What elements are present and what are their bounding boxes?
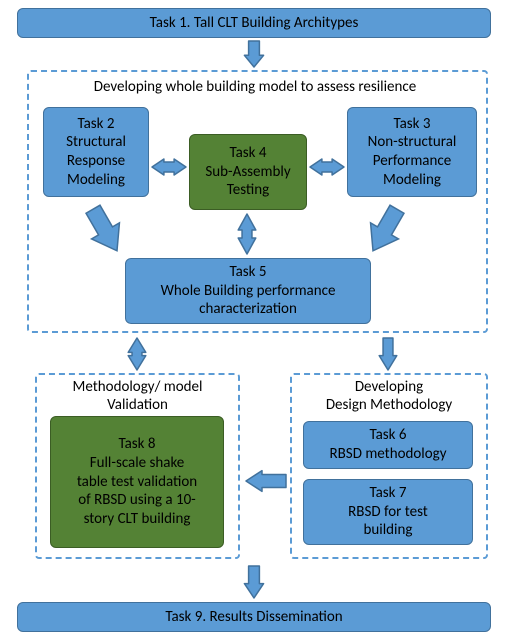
task7-box: Task 7 RBSD for test building (303, 479, 473, 545)
arrow-icon (242, 566, 266, 598)
task4-box: Task 4 Sub-Assembly Testing (189, 134, 307, 210)
arrow-icon (126, 338, 148, 370)
task9-box: Task 9. Results Dissemination (17, 602, 491, 632)
task8-label: Task 8 Full-scale shake table test valid… (77, 435, 197, 529)
arrow-icon (152, 157, 186, 177)
task3-label: Task 3 Non-structural Performance Modeli… (368, 115, 457, 190)
task6-label: Task 6 RBSD methodology (330, 426, 447, 464)
task7-label: Task 7 RBSD for test building (348, 484, 428, 540)
task2-box: Task 2 Structural Response Modeling (43, 107, 149, 197)
container-design-methodology-title: Developing Design Methodology (300, 378, 478, 414)
arrow-icon (242, 41, 266, 67)
container-validation-title: Methodology/ model Validation (55, 378, 220, 414)
task5-label: Task 5 Whole Building performance charac… (161, 263, 336, 319)
task6-box: Task 6 RBSD methodology (303, 421, 473, 469)
arrow-icon (362, 206, 408, 254)
task1-box: Task 1. Tall CLT Building Architypes (17, 8, 491, 38)
arrow-icon (246, 468, 286, 494)
arrow-icon (310, 157, 344, 177)
task9-label: Task 9. Results Dissemination (165, 608, 342, 627)
task4-label: Task 4 Sub-Assembly Testing (205, 144, 290, 200)
task5-box: Task 5 Whole Building performance charac… (125, 258, 371, 324)
task1-label: Task 1. Tall CLT Building Architypes (150, 14, 359, 33)
container-whole-building-title: Developing whole building model to asses… (45, 78, 465, 96)
arrow-icon (236, 214, 258, 254)
task2-label: Task 2 Structural Response Modeling (66, 115, 126, 190)
arrow-icon (82, 206, 128, 254)
arrow-icon (377, 338, 399, 370)
task3-box: Task 3 Non-structural Performance Modeli… (347, 107, 477, 197)
task8-box: Task 8 Full-scale shake table test valid… (50, 416, 224, 548)
